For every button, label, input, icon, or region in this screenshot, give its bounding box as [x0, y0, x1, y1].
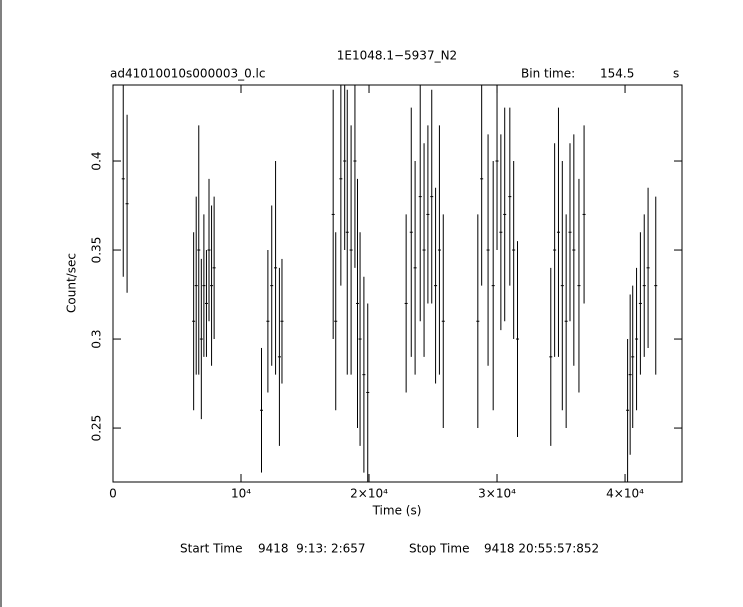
plot-area	[121, 85, 658, 482]
y-tick-label: 0.4	[90, 151, 104, 170]
x-tick-label: 2×10⁴	[350, 487, 388, 501]
x-tick-label: 0	[109, 487, 117, 501]
y-tick-label: 0.25	[90, 415, 104, 442]
y-tick-label: 0.35	[90, 237, 104, 264]
x-tick-label: 10⁴	[231, 487, 251, 501]
y-axis-label: Count/sec	[65, 253, 79, 313]
start-time: 9418 9:13: 2:657	[258, 542, 366, 556]
start-label: Start Time	[180, 542, 243, 556]
bin-time-unit: s	[673, 67, 679, 81]
x-tick-label: 3×10⁴	[478, 487, 516, 501]
bin-time-label: Bin time:	[521, 67, 575, 81]
bin-time: 154.5	[600, 67, 634, 81]
y-tick-label: 0.3	[90, 329, 104, 348]
x-axis-label: Time (s)	[372, 504, 422, 518]
chart-title: 1E1048.1−5937_N2	[337, 49, 457, 63]
stop-label: Stop Time	[409, 542, 469, 556]
file-name: ad41010010s000003_0.lc	[110, 67, 266, 81]
x-tick-label: 4×10⁴	[606, 487, 644, 501]
plot-frame	[112, 84, 683, 483]
stop-time: 9418 20:55:57:852	[484, 542, 599, 556]
